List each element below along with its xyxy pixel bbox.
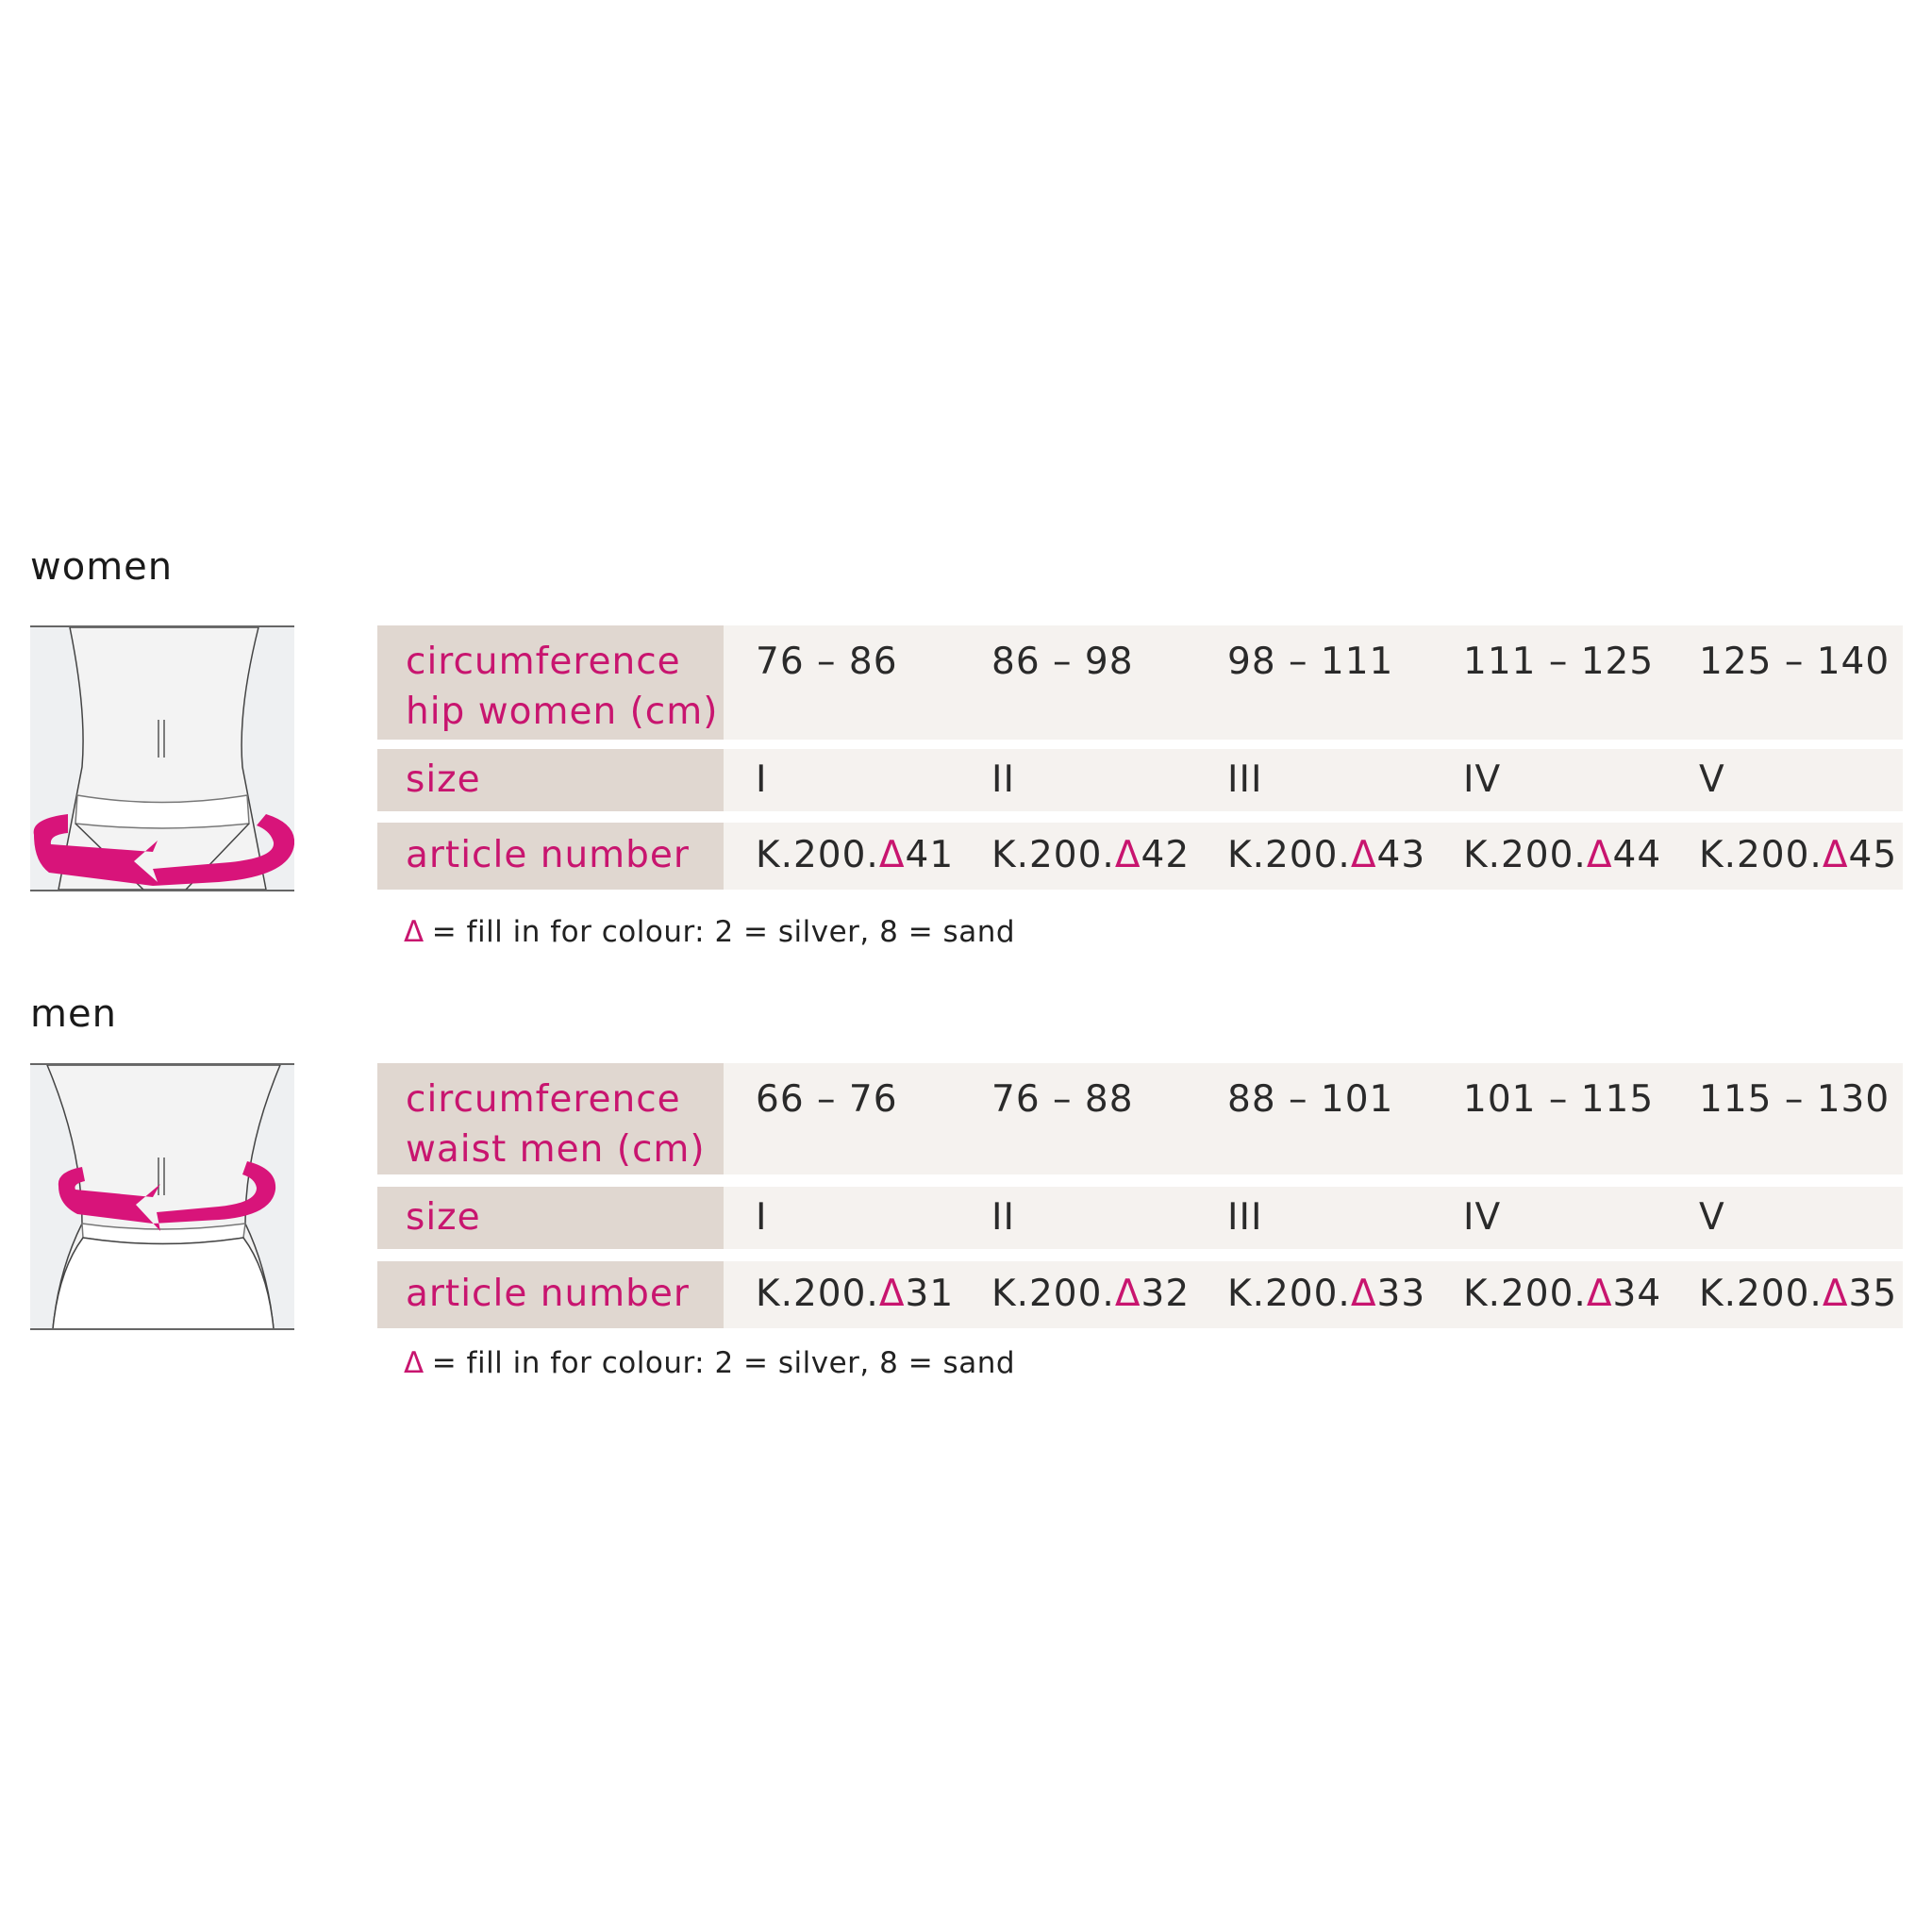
delta-symbol: Δ	[1822, 834, 1849, 876]
delta-symbol: Δ	[1350, 834, 1377, 876]
article-prefix: K.200.	[1463, 1273, 1587, 1315]
article-suffix: 31	[905, 1273, 955, 1315]
row-label: size	[377, 749, 724, 811]
table-cell: 66 – 76	[756, 1078, 898, 1121]
table-cell: 88 – 101	[1227, 1078, 1394, 1121]
table-cell: 115 – 130	[1699, 1078, 1890, 1121]
delta-symbol: Δ	[1586, 834, 1613, 876]
article-suffix: 43	[1376, 834, 1426, 876]
article-prefix: K.200.	[756, 1273, 879, 1315]
table-cell: V	[1699, 758, 1725, 801]
table-cell: III	[1227, 1196, 1263, 1239]
article-suffix: 33	[1376, 1273, 1426, 1315]
article-number-cell: K.200.Δ42	[991, 830, 1190, 880]
article-number-cell: K.200.Δ34	[1463, 1269, 1661, 1319]
table-cell: IV	[1463, 758, 1502, 801]
colour-note: Δ = fill in for colour: 2 = silver, 8 = s…	[404, 1346, 1015, 1380]
article-prefix: K.200.	[1699, 1273, 1823, 1315]
table-cell: 101 – 115	[1463, 1078, 1655, 1121]
article-number-cell: K.200.Δ44	[1463, 830, 1661, 880]
colour-note: Δ = fill in for colour: 2 = silver, 8 = s…	[404, 915, 1015, 949]
article-suffix: 44	[1612, 834, 1662, 876]
label-line: circumference	[406, 641, 681, 683]
article-prefix: K.200.	[1227, 834, 1351, 876]
row-label: circumference waist men (cm)	[377, 1063, 724, 1174]
article-number-cell: K.200.Δ45	[1699, 830, 1897, 880]
label-line: waist men (cm)	[406, 1128, 706, 1171]
table-row-size: size I II III IV V	[377, 1187, 1903, 1249]
table-cell: I	[756, 758, 768, 801]
article-number-cell: K.200.Δ35	[1699, 1269, 1897, 1319]
table-cell: I	[756, 1196, 768, 1239]
row-label: circumference hip women (cm)	[377, 625, 724, 740]
table-cell: V	[1699, 1196, 1725, 1239]
article-suffix: 42	[1141, 834, 1191, 876]
delta-symbol: Δ	[1114, 1273, 1141, 1315]
note-text: = fill in for colour: 2 = silver, 8 = sa…	[431, 915, 1016, 949]
article-suffix: 34	[1612, 1273, 1662, 1315]
article-suffix: 32	[1141, 1273, 1191, 1315]
article-prefix: K.200.	[991, 1273, 1115, 1315]
hip-measurement-icon	[30, 625, 294, 891]
table-cell: II	[991, 758, 1016, 801]
label-line: hip women (cm)	[406, 691, 719, 733]
delta-symbol: Δ	[1114, 834, 1141, 876]
waist-measurement-icon	[30, 1063, 294, 1330]
row-label: article number	[377, 823, 724, 890]
delta-symbol: Δ	[878, 834, 906, 876]
table-cell: 98 – 111	[1227, 641, 1394, 683]
article-number-cell: K.200.Δ31	[756, 1269, 954, 1319]
article-number-cell: K.200.Δ32	[991, 1269, 1190, 1319]
delta-symbol: Δ	[1350, 1273, 1377, 1315]
article-prefix: K.200.	[1227, 1273, 1351, 1315]
article-suffix: 45	[1848, 834, 1898, 876]
table-cell: III	[1227, 758, 1263, 801]
table-row-size: size I II III IV V	[377, 749, 1903, 811]
row-label: article number	[377, 1261, 724, 1328]
article-suffix: 41	[905, 834, 955, 876]
delta-symbol: Δ	[404, 1346, 425, 1380]
delta-symbol: Δ	[1822, 1273, 1849, 1315]
table-row-circumference: circumference waist men (cm) 66 – 76 76 –…	[377, 1063, 1903, 1174]
label-line: circumference	[406, 1078, 681, 1121]
delta-symbol: Δ	[1586, 1273, 1613, 1315]
article-prefix: K.200.	[1463, 834, 1587, 876]
article-prefix: K.200.	[1699, 834, 1823, 876]
table-cell: II	[991, 1196, 1016, 1239]
table-cell: 111 – 125	[1463, 641, 1655, 683]
women-title: women	[30, 545, 174, 589]
note-text: = fill in for colour: 2 = silver, 8 = sa…	[431, 1346, 1016, 1380]
table-cell: 86 – 98	[991, 641, 1134, 683]
article-prefix: K.200.	[756, 834, 879, 876]
article-suffix: 35	[1848, 1273, 1898, 1315]
article-number-cell: K.200.Δ41	[756, 830, 954, 880]
table-cell: 76 – 86	[756, 641, 898, 683]
row-label: size	[377, 1187, 724, 1249]
delta-symbol: Δ	[878, 1273, 906, 1315]
table-cell: 125 – 140	[1699, 641, 1890, 683]
delta-symbol: Δ	[404, 915, 425, 949]
table-row-article-number: article number K.200.Δ31 K.200.Δ32 K.200.Δ…	[377, 1261, 1903, 1328]
table-cell: 76 – 88	[991, 1078, 1134, 1121]
men-title: men	[30, 992, 117, 1036]
article-number-cell: K.200.Δ43	[1227, 830, 1425, 880]
table-cell: IV	[1463, 1196, 1502, 1239]
article-prefix: K.200.	[991, 834, 1115, 876]
table-row-article-number: article number K.200.Δ41 K.200.Δ42 K.200.Δ…	[377, 823, 1903, 890]
table-row-circumference: circumference hip women (cm) 76 – 86 86 –…	[377, 625, 1903, 740]
article-number-cell: K.200.Δ33	[1227, 1269, 1425, 1319]
